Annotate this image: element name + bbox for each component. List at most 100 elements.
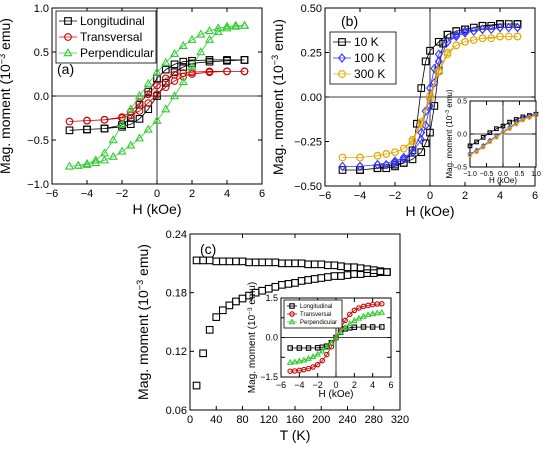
data-point [480, 134, 486, 140]
panel-b: −6 −4 −2 0 2 4 6 −0.50 −0.25 0.00 0.25 0.50 H (kOe) M… [270, 3, 538, 219]
y-tick-label: −0.25 [294, 136, 322, 148]
y-axis-label: Mag. moment (10−3 emu) [135, 244, 151, 400]
data-point [460, 26, 470, 36]
data-point [100, 124, 109, 133]
data-point [135, 107, 144, 115]
x-tick-label: 320 [391, 414, 409, 426]
legend-label: 100 K [354, 51, 385, 65]
data-point [382, 159, 391, 170]
data-point [493, 132, 499, 139]
data-point [379, 324, 385, 330]
data-point [223, 56, 231, 65]
data-point [153, 81, 161, 90]
data-point [342, 317, 348, 324]
data-point [494, 126, 499, 132]
data-point [346, 320, 354, 327]
data-point [421, 106, 430, 117]
data-point [178, 40, 188, 50]
data-point [144, 90, 153, 99]
data-point [65, 126, 74, 135]
data-point [135, 99, 144, 107]
data-point [337, 328, 344, 335]
legend-label: Longitudinal [300, 304, 332, 310]
data-point [461, 37, 469, 46]
data-point [382, 150, 391, 158]
data-point [318, 347, 326, 354]
data-point [213, 23, 223, 32]
legend-marker [338, 38, 346, 46]
data-point [350, 316, 358, 323]
ylabel-part: emu) [0, 18, 13, 54]
data-point [355, 161, 365, 172]
data-point [452, 41, 461, 50]
data-point [239, 20, 250, 29]
x-tick-label: 6 [532, 190, 538, 202]
y-tick-label: 1.0 [34, 3, 49, 15]
data-point [143, 124, 153, 133]
x-tick-label: 2 [462, 190, 468, 202]
data-point [287, 345, 293, 351]
data-point [212, 313, 221, 321]
data-point [291, 358, 299, 365]
panel-tag: (b) [341, 13, 358, 29]
y-tick-label: 0.5 [457, 98, 467, 105]
legend-marker [64, 33, 72, 41]
data-point [469, 26, 478, 36]
x-axis-label: H (kOe) [489, 176, 517, 185]
data-point [170, 77, 179, 85]
data-point [369, 324, 376, 330]
data-point [480, 142, 486, 149]
x-tick-label: −2 [389, 190, 402, 202]
data-point [213, 26, 223, 35]
data-point [346, 311, 353, 318]
data-point [430, 102, 439, 110]
data-point [100, 115, 109, 124]
data-point [179, 69, 188, 77]
data-point [494, 134, 499, 140]
data-point [360, 312, 367, 319]
data-point [399, 154, 408, 165]
legend-marker [289, 311, 295, 317]
data-point [399, 144, 408, 153]
x-tick-label: 80 [236, 414, 248, 426]
data-point [533, 113, 539, 118]
data-point [373, 151, 382, 160]
panel-tag: (a) [57, 61, 74, 77]
data-point [507, 126, 512, 132]
x-tick-label: 40 [210, 414, 222, 426]
ylabel-part: Mag. moment (10 [0, 64, 13, 174]
data-point [83, 125, 91, 134]
data-point [300, 356, 308, 363]
data-point [295, 357, 303, 364]
ylabel-superscript: −3 [445, 110, 451, 116]
data-point [467, 152, 473, 158]
data-point [225, 301, 234, 310]
y-tick-label: 0.18 [166, 288, 187, 300]
data-point [286, 358, 294, 365]
data-point [187, 34, 197, 43]
data-point [178, 77, 188, 86]
data-point [328, 339, 335, 346]
x-tick-label: 1.0 [531, 171, 541, 178]
data-point [487, 130, 493, 136]
legend-marker [64, 17, 72, 25]
data-point [426, 128, 434, 137]
ylabel-part: Mag. moment (10 [135, 290, 151, 400]
ylabel-part: Mag. moment (10 [445, 115, 454, 178]
x-tick-label: 0 [333, 380, 338, 390]
data-point [153, 90, 161, 99]
data-point [83, 116, 91, 125]
data-point [426, 94, 434, 103]
data-point [82, 159, 92, 168]
y-tick-label: 0.25 [301, 47, 322, 59]
data-point [426, 46, 434, 55]
data-point [64, 161, 75, 170]
data-point [319, 357, 325, 364]
ylabel-superscript: −3 [270, 55, 280, 65]
data-point [341, 323, 349, 330]
legend-marker [338, 70, 346, 78]
y-tick-label: −0.50 [294, 181, 322, 193]
y-tick-label: 0.0 [265, 333, 278, 343]
data-point [495, 22, 505, 33]
data-point [126, 120, 135, 129]
